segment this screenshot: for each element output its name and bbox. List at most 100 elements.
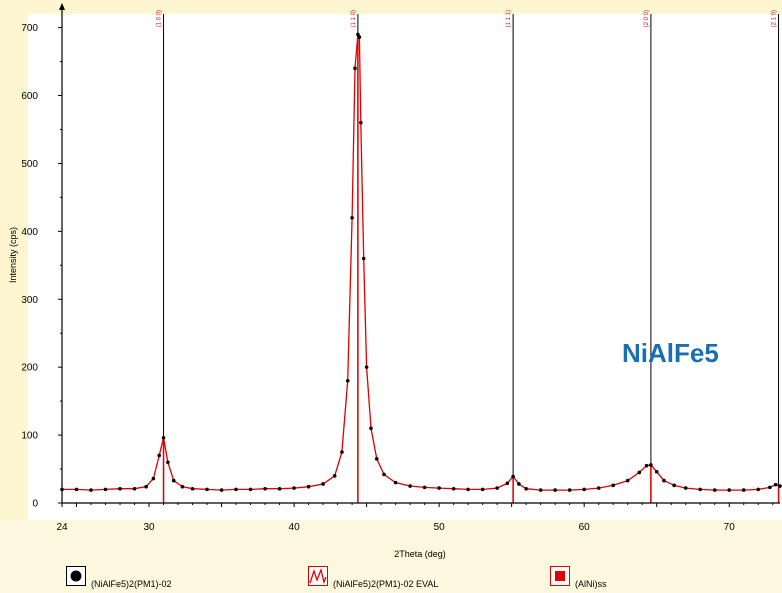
left-margin-band	[0, 0, 28, 593]
data-point	[741, 488, 746, 492]
data-point	[263, 486, 267, 491]
y-tick-label: 400	[21, 227, 38, 238]
data-point	[180, 484, 185, 489]
data-point	[437, 486, 441, 490]
phase-label: (2 0 0)	[644, 10, 650, 27]
y-tick-label: 0	[32, 499, 38, 510]
data-point	[118, 486, 122, 491]
data-point	[292, 486, 296, 490]
legend-label: (NiAlFe5)2(PM1)-02	[91, 579, 172, 589]
data-point	[451, 486, 456, 491]
legend-label: (NiAlFe5)2(PM1)-02 EVAL	[333, 579, 439, 589]
data-point	[219, 488, 224, 492]
data-point	[350, 215, 354, 220]
chart-annotation: NiAlFe5	[622, 338, 719, 368]
x-tick-label: 30	[143, 522, 155, 533]
data-point	[353, 66, 357, 71]
data-point	[466, 487, 470, 492]
bottom-margin-band	[0, 520, 782, 593]
data-point	[166, 460, 170, 465]
x-tick-label: 60	[579, 522, 591, 533]
data-point	[756, 487, 761, 492]
data-point	[277, 486, 282, 491]
phase-label: (2 1 0)	[772, 10, 778, 27]
data-point	[727, 488, 732, 492]
data-point	[654, 469, 659, 474]
data-point	[649, 463, 653, 467]
data-point	[524, 486, 528, 491]
fit-curve	[62, 32, 781, 491]
data-point	[408, 484, 412, 488]
data-point	[582, 487, 586, 492]
data-point	[321, 482, 325, 486]
legend: (NiAlFe5)2(PM1)-02 (NiAlFe5)2(PM1)-02 EV…	[0, 566, 782, 593]
data-point	[369, 426, 373, 431]
data-point	[357, 35, 362, 39]
filled-circle-icon	[66, 566, 86, 586]
data-point	[361, 256, 366, 261]
data-point	[205, 487, 209, 492]
y-tick-label: 300	[21, 295, 38, 306]
red-line-icon	[308, 566, 328, 586]
legend-label: (AlNi)ss	[575, 579, 607, 589]
x-tick-label: 70	[724, 522, 736, 533]
y-tick-label: 500	[21, 159, 38, 170]
axes	[59, 3, 780, 504]
x-tick-label: 40	[289, 522, 301, 533]
fit-curve-group	[62, 32, 781, 491]
reference-lines	[163, 14, 780, 503]
x-tick-label: 24	[56, 522, 68, 533]
top-margin-band	[0, 0, 782, 14]
phase-labels: (1 0 0) (1 1 0) (1 1 1) (2 0 0) (2 1 0)	[157, 10, 778, 27]
data-point	[345, 378, 350, 383]
data-point	[248, 487, 253, 492]
data-point	[644, 463, 649, 468]
data-point	[89, 488, 93, 492]
data-point	[359, 120, 363, 125]
y-axis-title: Intensity (cps)	[8, 227, 18, 283]
data-point	[773, 482, 778, 487]
data-point	[637, 470, 642, 475]
phase-sticks	[162, 34, 780, 503]
data-point	[364, 365, 369, 369]
data-point	[374, 457, 379, 461]
data-point	[340, 450, 344, 454]
data-point	[538, 488, 543, 492]
data-point	[567, 488, 572, 492]
data-point	[144, 484, 148, 489]
data-point	[161, 436, 166, 440]
y-tick-label: 600	[21, 91, 38, 102]
data-point	[698, 487, 703, 492]
phase-label: (1 1 0)	[351, 10, 357, 27]
phase-label: (1 0 0)	[157, 10, 163, 27]
data-point	[157, 453, 161, 458]
data-point	[625, 478, 630, 483]
data-point	[778, 484, 782, 488]
y-tick-label: 100	[21, 431, 38, 442]
data-point	[382, 472, 386, 477]
measured-points	[60, 32, 782, 492]
data-point	[712, 488, 717, 492]
data-point	[495, 486, 499, 490]
y-tick-label: 200	[21, 363, 38, 374]
data-point	[672, 483, 676, 488]
y-axis-arrow-icon	[59, 3, 65, 10]
data-point	[768, 485, 772, 490]
data-point	[393, 480, 398, 485]
data-point	[132, 486, 137, 491]
data-point	[171, 478, 176, 483]
data-point	[234, 487, 238, 492]
x-tick-label: 50	[434, 522, 446, 533]
data-point	[511, 474, 515, 479]
data-point	[505, 481, 510, 486]
data-point	[356, 32, 360, 37]
data-point	[611, 483, 615, 488]
data-point	[74, 487, 79, 492]
data-point	[662, 478, 666, 483]
phase-label: (1 1 1)	[506, 10, 512, 27]
data-point	[683, 486, 688, 490]
y-tick-label: 700	[21, 23, 38, 34]
data-point	[596, 486, 601, 490]
data-point	[517, 482, 521, 486]
